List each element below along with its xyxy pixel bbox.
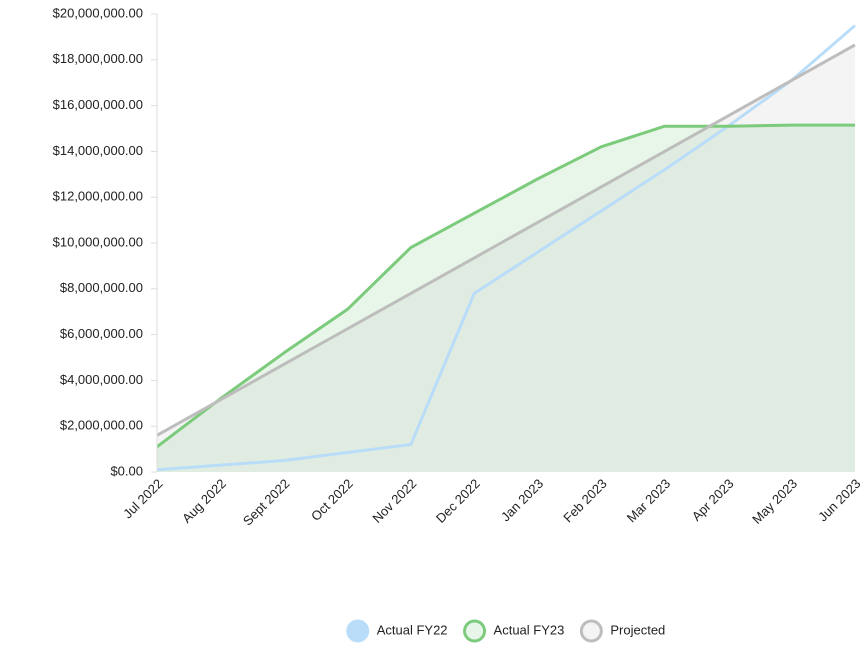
y-tick-label: $20,000,000.00 (53, 5, 143, 20)
legend-label: Actual FY23 (494, 622, 565, 637)
y-tick-label: $10,000,000.00 (53, 234, 143, 249)
x-tick-label: Aug 2022 (179, 476, 229, 526)
x-tick-label: Apr 2023 (689, 476, 737, 524)
line (156, 123, 855, 449)
area (157, 125, 855, 472)
y-tick-label: $6,000,000.00 (60, 326, 143, 341)
y-tick-label: $16,000,000.00 (53, 97, 143, 112)
legend-label: Projected (610, 622, 665, 637)
legend-marker (463, 619, 487, 643)
area (157, 44, 855, 472)
y-tick-label: $2,000,000.00 (60, 418, 143, 433)
y-tick-label: $18,000,000.00 (53, 51, 143, 66)
legend-marker (579, 619, 603, 643)
x-tick-label: Mar 2023 (624, 476, 673, 525)
x-tick-label: Nov 2022 (369, 476, 419, 526)
line-layer (156, 24, 856, 472)
x-tick-label: May 2023 (749, 476, 800, 527)
x-tick-label: Jan 2023 (498, 476, 546, 524)
x-tick-label: Sept 2022 (240, 476, 293, 529)
y-tick-label: $0.00 (110, 463, 143, 478)
y-tick-label: $12,000,000.00 (53, 189, 143, 204)
line (156, 24, 856, 472)
area-layer (157, 44, 855, 472)
y-tick-label: $14,000,000.00 (53, 143, 143, 158)
legend-label: Actual FY22 (377, 622, 448, 637)
y-tick-label: $8,000,000.00 (60, 280, 143, 295)
line (156, 43, 856, 437)
x-tick-label: Jun 2023 (815, 476, 863, 524)
y-tick-label: $4,000,000.00 (60, 372, 143, 387)
legend: Actual FY22 Actual FY23 Projected (346, 619, 665, 643)
x-tick-label: Dec 2022 (433, 476, 483, 526)
x-tick-label: Oct 2022 (308, 476, 356, 524)
x-tick-label: Feb 2023 (560, 476, 609, 525)
legend-marker (346, 619, 370, 643)
x-tick-label: Jul 2022 (120, 476, 165, 521)
